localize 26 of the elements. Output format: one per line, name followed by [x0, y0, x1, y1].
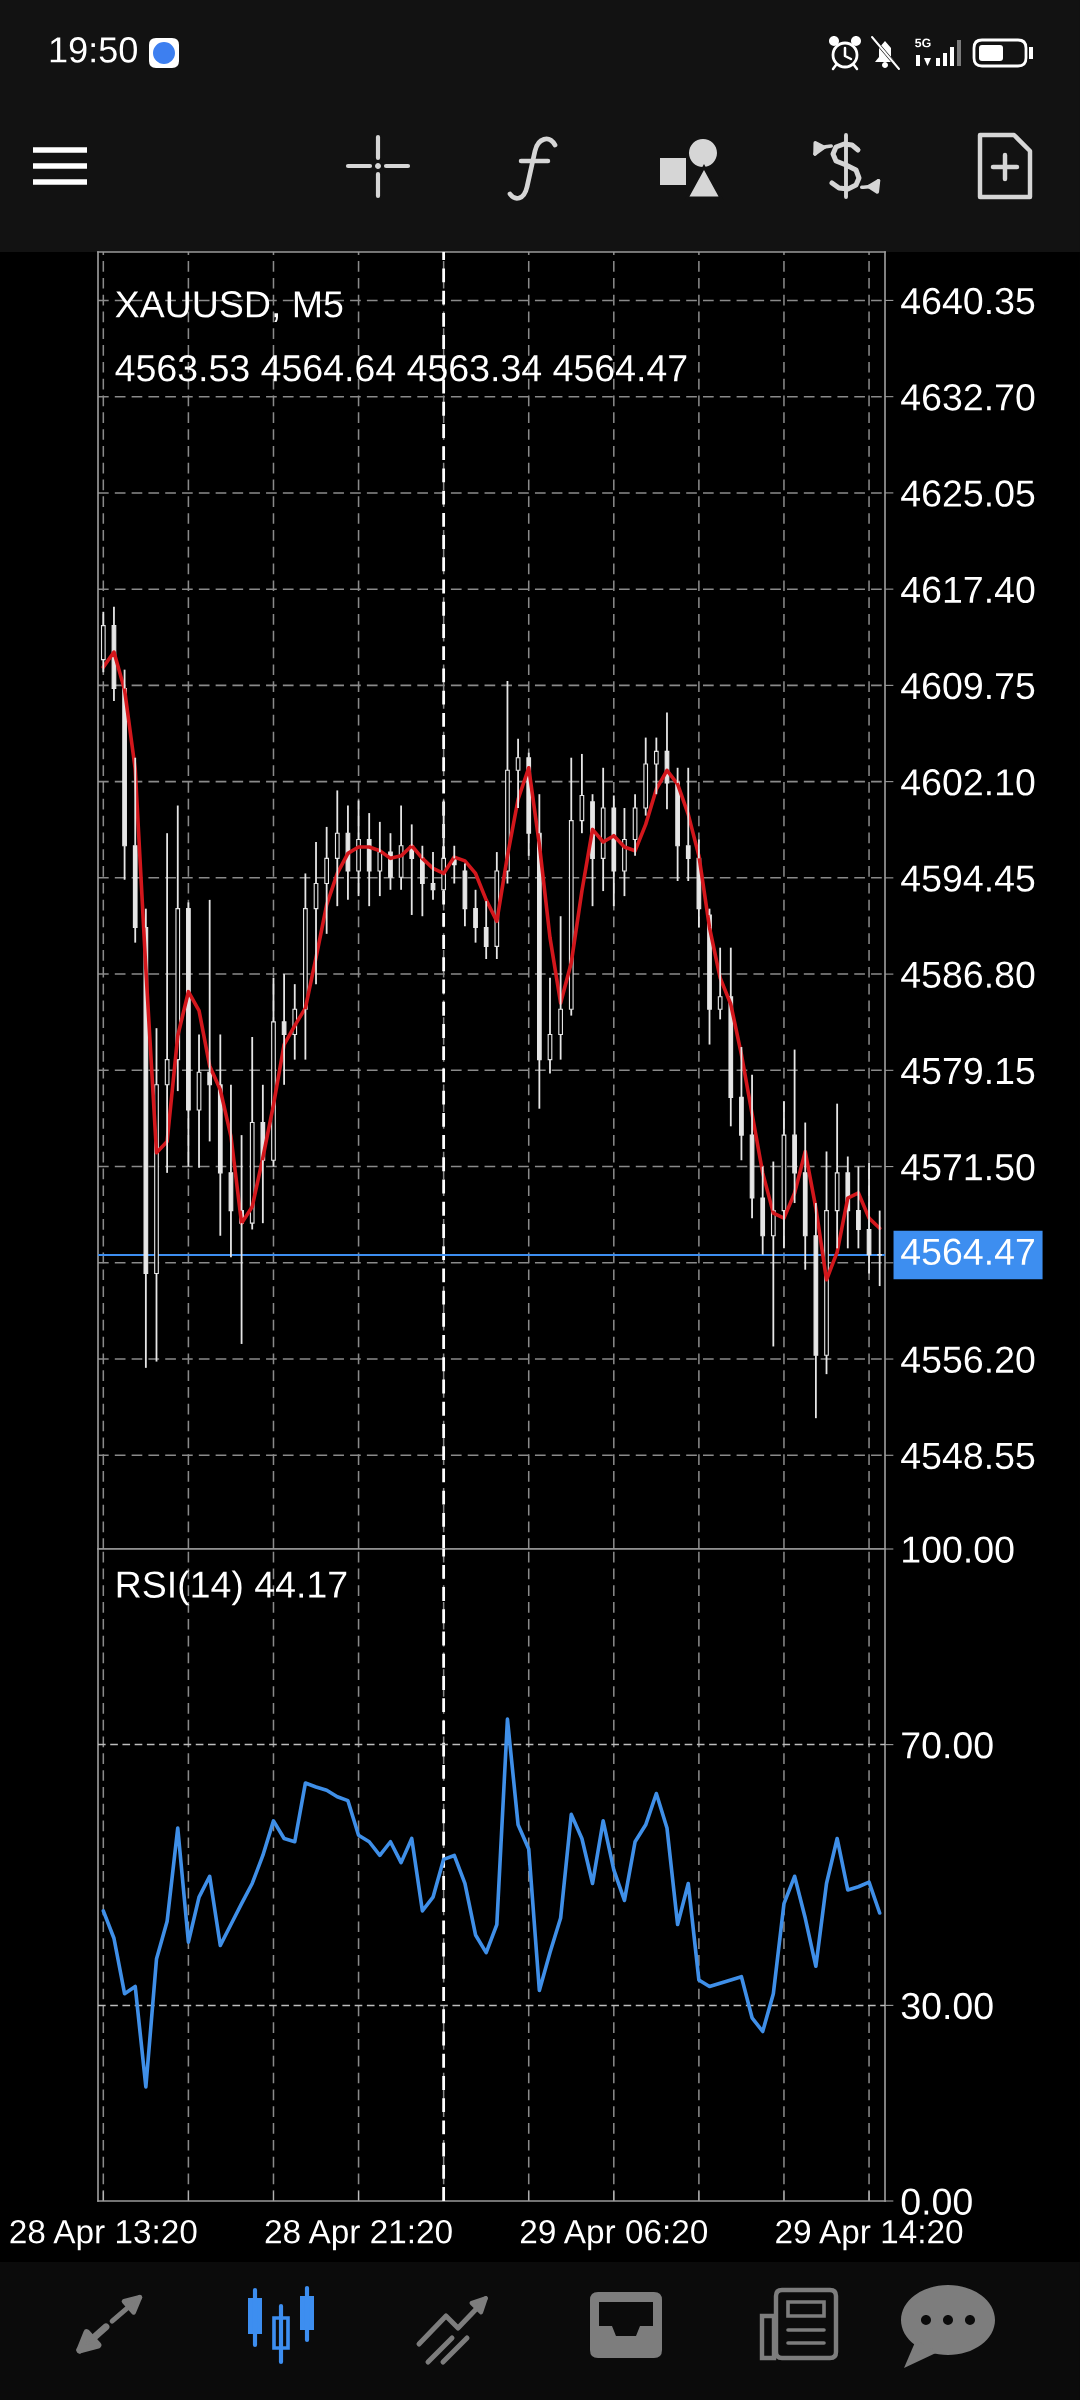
x-tick-label: 28 Apr 13:20 [10, 2219, 197, 2251]
text: 4563.53 4564.64 4563.34 4564.47 [115, 354, 687, 382]
y-tick-label: 4609.75 [901, 672, 1035, 700]
y-tick-label: 70.00 [902, 1732, 993, 1759]
y-tick-label: 100.00 [903, 1536, 1014, 1563]
y-tick-label: 4556.20 [901, 1346, 1035, 1373]
x-tick-label: 29 Apr 14:20 [776, 2219, 963, 2251]
y-tick-label: 4640.35 [901, 287, 1035, 315]
ref-line-label: 4564.47 [901, 1238, 1034, 1266]
y-tick-label: 4548.55 [901, 1442, 1035, 1470]
y-tick-label: 4586.80 [901, 961, 1035, 989]
y-tick-label: 4571.50 [901, 1153, 1035, 1181]
x-tick-label: 29 Apr 06:20 [520, 2219, 708, 2251]
y-tick-label: 4625.05 [901, 480, 1035, 507]
y-tick-label: 0.00 [901, 2188, 972, 2215]
x-tick-label: 28 Apr 21:20 [265, 2219, 452, 2251]
text: XAUUSD, M5 [115, 291, 343, 323]
y-tick-label: 4594.45 [901, 865, 1035, 892]
text: 5G [915, 38, 931, 48]
y-tick-label: 4579.15 [901, 1057, 1035, 1085]
text: RSI(14) 44.17 [117, 1570, 347, 1606]
y-tick-label: 4617.40 [901, 576, 1035, 604]
text: 19:50 [50, 37, 137, 63]
y-tick-label: 4632.70 [901, 384, 1035, 411]
y-tick-label: 4602.10 [901, 769, 1035, 796]
y-tick-label: 30.00 [901, 1992, 993, 2020]
